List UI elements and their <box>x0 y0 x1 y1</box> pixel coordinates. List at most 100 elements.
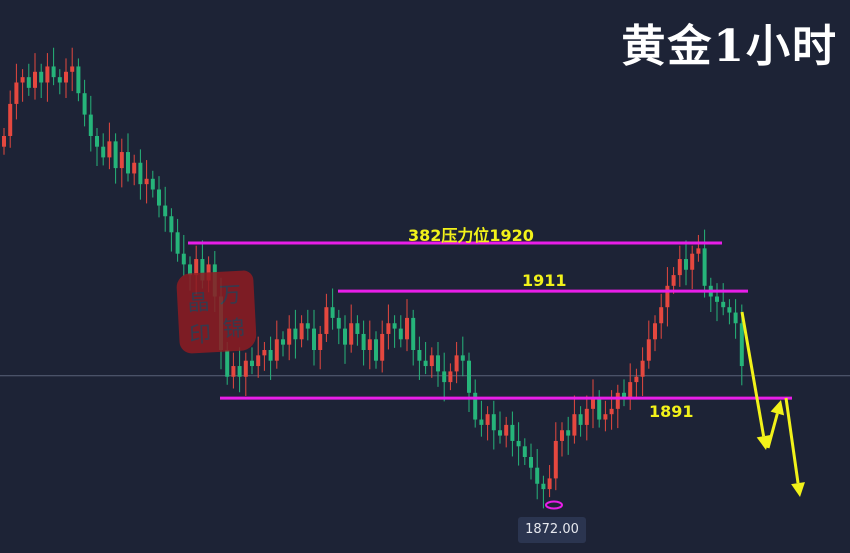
candle-body <box>200 259 205 281</box>
candle-body <box>305 323 310 329</box>
candle-body <box>380 333 385 361</box>
candle-body <box>318 333 323 350</box>
candle-body <box>324 307 329 334</box>
candle-body <box>429 355 434 367</box>
candle-body <box>14 82 19 104</box>
level-label-1920: 382压力位1920 <box>408 226 534 245</box>
candle-body <box>584 408 589 425</box>
candle-body <box>578 414 583 425</box>
candle-body <box>163 205 168 217</box>
candle-body <box>541 483 546 490</box>
candle-body <box>51 66 56 78</box>
candle-body <box>398 328 403 340</box>
low-price-tooltip: 1872.00 <box>518 517 586 543</box>
candle-body <box>225 350 230 377</box>
candle-body <box>361 333 366 350</box>
candle-body <box>622 392 626 399</box>
candle-body <box>417 350 422 361</box>
candle-body <box>702 248 707 286</box>
candle-body <box>560 430 564 441</box>
candle-body <box>33 71 37 88</box>
candle-body <box>628 382 633 399</box>
candle-body <box>597 398 602 420</box>
candle-body <box>39 71 44 83</box>
candle-body <box>231 366 236 377</box>
candle-body <box>95 136 99 147</box>
candle-body <box>677 259 682 276</box>
candle-body <box>522 446 527 457</box>
candle-body <box>157 189 161 206</box>
candle-body <box>448 371 453 383</box>
candle-body <box>287 328 292 345</box>
candle-body <box>442 371 447 383</box>
candle-body <box>634 376 639 383</box>
candle-body <box>498 430 502 436</box>
candle-body <box>188 264 192 276</box>
candle-body <box>144 178 149 185</box>
candle-body <box>510 424 515 441</box>
candle-body <box>566 430 571 436</box>
low-marker <box>545 500 563 510</box>
forecast-arrowhead-3 <box>791 482 805 497</box>
candle-body <box>491 414 496 431</box>
candle-body <box>535 467 540 484</box>
candle-body <box>392 323 397 329</box>
candle-body <box>113 141 118 169</box>
candle-body <box>739 323 744 367</box>
candle-body <box>343 328 347 345</box>
candle-body <box>485 414 490 425</box>
candle-body <box>330 307 335 318</box>
forecast-arrow-2 <box>766 413 779 449</box>
candle-body <box>82 93 87 115</box>
candle-body <box>256 355 261 367</box>
candle-body <box>8 103 13 136</box>
candle-body <box>355 323 360 334</box>
candle-body <box>405 317 409 340</box>
level-label-1891: 1891 <box>649 402 694 421</box>
candle-body <box>243 360 248 377</box>
candle-body <box>467 360 471 393</box>
candle-body <box>684 259 688 270</box>
candle-body <box>386 323 391 334</box>
candle-body <box>274 339 279 361</box>
candle-body <box>107 141 112 158</box>
candle-body <box>150 178 155 190</box>
candle-body <box>175 232 180 254</box>
candle-body <box>609 408 614 415</box>
chart-title: 黄金1小时 <box>621 21 838 72</box>
candle-body <box>603 414 608 420</box>
candle-body <box>88 114 93 136</box>
candle-body <box>572 414 577 436</box>
candle-body <box>45 66 50 83</box>
seal-stamp: 万锦 晶印 <box>175 270 258 354</box>
candle-body <box>690 253 695 270</box>
candle-body <box>516 440 521 447</box>
candle-body <box>20 77 25 83</box>
candle-body <box>504 424 509 436</box>
candle-body <box>293 328 298 340</box>
candle-body <box>250 360 254 367</box>
candle-body <box>436 355 440 372</box>
candle-body <box>76 66 81 94</box>
forecast-arrow-3 <box>784 397 800 484</box>
candle-body <box>721 301 726 308</box>
candle-body <box>262 350 267 356</box>
candle-body <box>64 71 68 83</box>
candle-body <box>101 146 106 158</box>
candle-body <box>119 152 124 169</box>
candle-body <box>2 136 6 147</box>
candle-body <box>659 307 664 324</box>
candle-body <box>349 323 354 345</box>
candle-body <box>479 419 484 425</box>
candle-body <box>411 317 416 350</box>
candle-body <box>57 77 62 83</box>
forecast-arrow-1 <box>740 311 766 437</box>
candle-body <box>665 285 670 308</box>
candle-body <box>646 339 651 361</box>
candle-body <box>281 339 285 345</box>
candle-body <box>312 328 316 350</box>
candle-body <box>336 317 341 329</box>
candle-body <box>460 355 465 361</box>
candle-body <box>26 77 31 88</box>
